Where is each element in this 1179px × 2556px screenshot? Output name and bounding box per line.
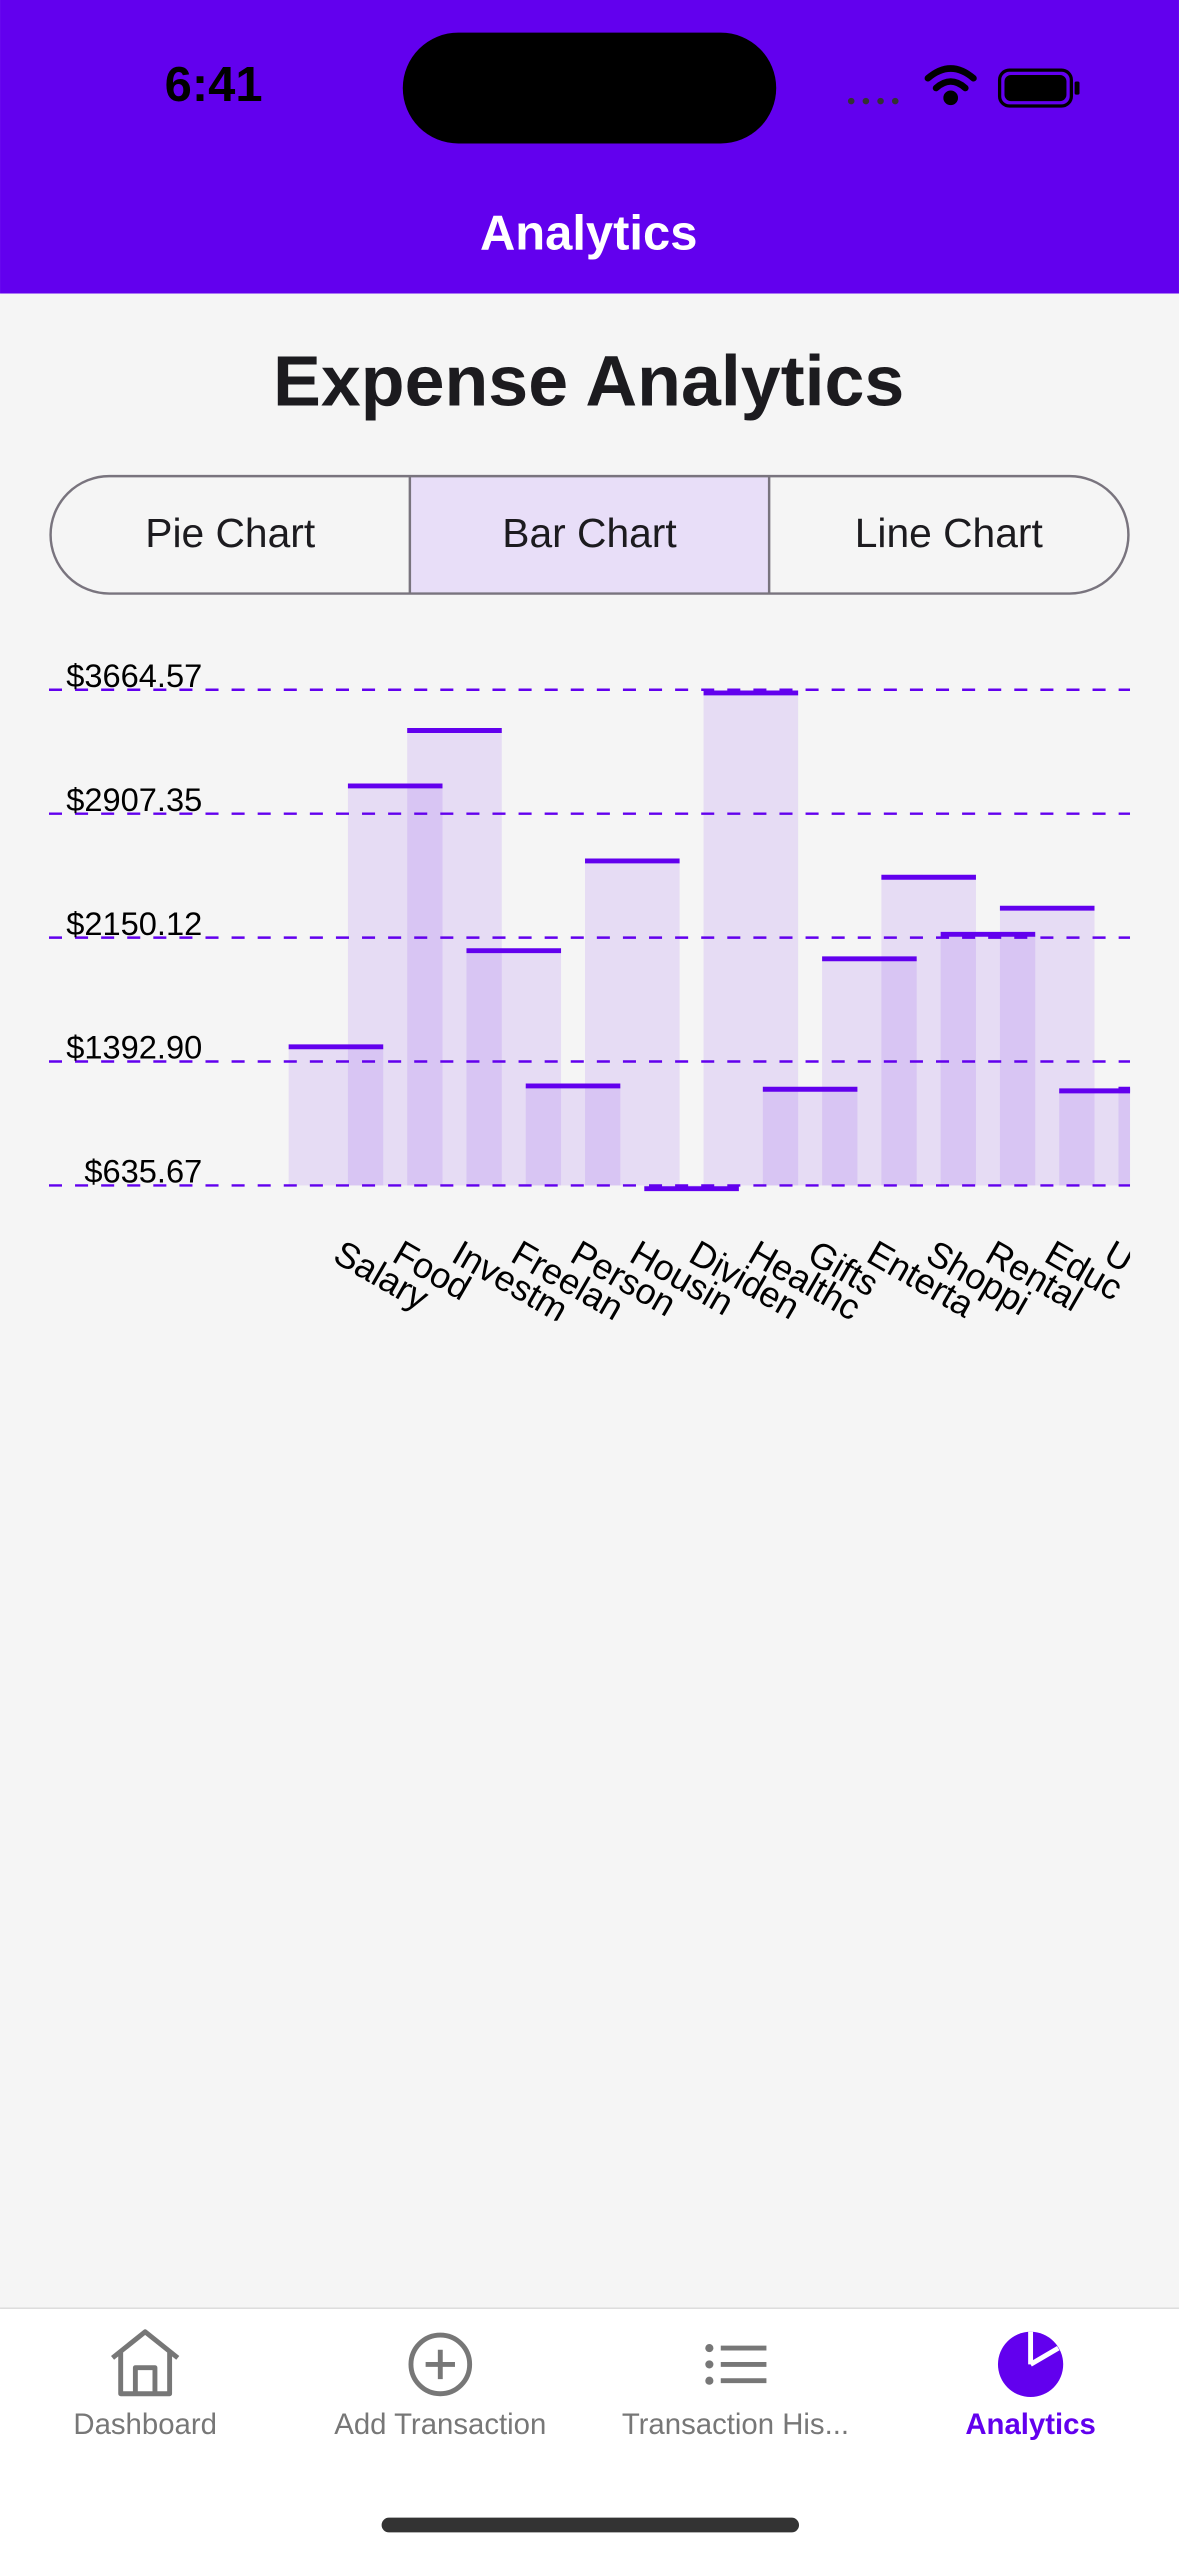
tab-icon-part — [408, 2332, 473, 2397]
tab-bar — [0, 2307, 1179, 2556]
tab-icon — [997, 2331, 1064, 2398]
tab-icon — [705, 2344, 767, 2385]
wifi-icon — [924, 65, 977, 106]
tab-label[interactable]: Dashboard — [73, 2408, 217, 2441]
tab-icon-part — [1028, 2331, 1060, 2367]
bar — [347, 785, 443, 1186]
bar — [703, 692, 799, 1186]
tab-selected-bg — [409, 476, 770, 594]
bar — [407, 730, 502, 1186]
tab-label[interactable]: Transaction His... — [622, 2408, 849, 2441]
segmented-control: Pie Chart Bar Chart Line Chart — [49, 474, 1130, 595]
bar — [999, 908, 1095, 1186]
bar — [288, 1046, 384, 1186]
app-bar-title: Analytics — [480, 206, 697, 260]
tab-icon — [111, 2329, 180, 2397]
tab-icon — [408, 2332, 473, 2397]
y-tick-label: $2150.12 — [66, 905, 202, 942]
tab-label[interactable]: Analytics — [965, 2408, 1095, 2441]
bar — [466, 950, 562, 1186]
battery-icon — [997, 68, 1080, 108]
y-tick-label: $3664.57 — [66, 657, 202, 694]
tab-button[interactable]: Pie Chart — [145, 510, 316, 556]
tab-button[interactable]: Line Chart — [855, 510, 1044, 556]
tab-icon-part — [111, 2329, 180, 2397]
y-tick-label: $635.67 — [84, 1153, 202, 1190]
tab-icon-part — [425, 2349, 455, 2380]
bar — [762, 1089, 858, 1186]
signal-icon — [847, 97, 899, 105]
tab-button[interactable]: Bar Chart — [502, 510, 677, 556]
segment-outline — [49, 474, 1130, 595]
y-tick-label: $1392.90 — [66, 1029, 202, 1066]
tab-icon-part — [705, 2376, 714, 2385]
y-tick-label: $2907.35 — [66, 781, 202, 818]
plot: $635.67 $1392.90 $2150.12 $2907.35 $3664.57 — [48, 657, 1131, 1192]
tab-label[interactable]: Add Transaction — [334, 2408, 546, 2441]
bar — [1118, 1089, 1131, 1186]
bar — [525, 1085, 621, 1186]
bar — [585, 860, 680, 1186]
tab-icon-part — [720, 2345, 767, 2384]
bar — [881, 877, 976, 1186]
bar — [1059, 1090, 1131, 1186]
bar — [940, 934, 1036, 1186]
tab-icon-part — [705, 2344, 714, 2353]
page-heading: Expense Analytics — [273, 341, 904, 421]
dynamic-island — [402, 32, 777, 144]
tab-icon-part — [705, 2344, 714, 2385]
tab-icon-part — [705, 2360, 714, 2369]
status-time: 6:41 — [165, 58, 263, 112]
tab-bar-items: Dashboard Add Transaction Transaction His.… — [73, 2329, 1096, 2441]
home-indicator — [381, 2517, 800, 2533]
bar — [822, 958, 917, 1186]
